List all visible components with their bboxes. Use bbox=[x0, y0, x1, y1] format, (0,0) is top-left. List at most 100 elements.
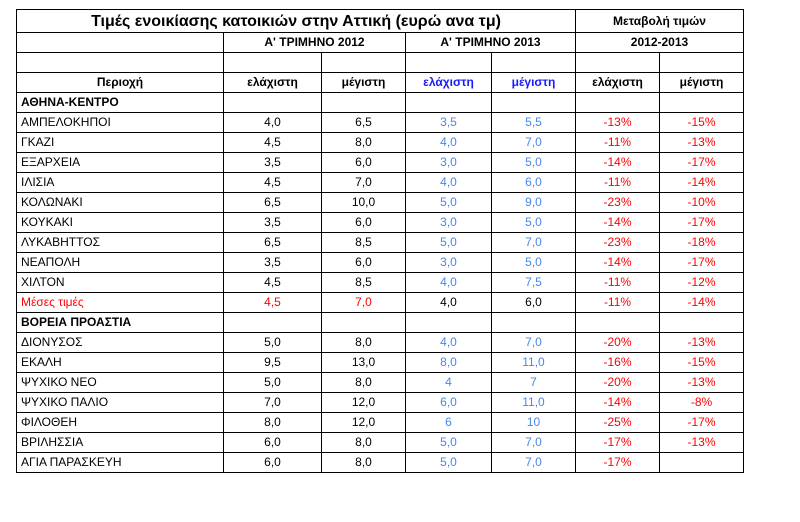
table-row: ΑΓΙΑ ΠΑΡΑΣΚΕΥΗ 6,0 8,0 5,0 7,0 -17% bbox=[16, 452, 744, 473]
min-change-cell: -16% bbox=[575, 352, 660, 373]
table-row: ΨΥΧΙΚΟ ΝΕΟ 5,0 8,0 4 7 -20% -13% bbox=[16, 372, 744, 393]
max-change-cell: -14% bbox=[659, 292, 744, 313]
max-2013-cell: 5,0 bbox=[491, 252, 576, 273]
section-title: ΑΘΗΝΑ-ΚΕΝΤΡΟ bbox=[16, 92, 224, 113]
min-change-cell: -20% bbox=[575, 372, 660, 393]
max-2013-cell: 11,0 bbox=[491, 352, 576, 373]
max-2012-cell: 8,0 bbox=[321, 332, 406, 353]
max-2013-header: μέγιστη bbox=[491, 72, 576, 93]
area-cell: Μέσες τιμές bbox=[16, 292, 224, 313]
max-2013-cell: 7,0 bbox=[491, 452, 576, 473]
min-2012-cell: 6,0 bbox=[223, 452, 322, 473]
area-cell: ΕΞΑΡΧΕΙΑ bbox=[16, 152, 224, 173]
min-change-cell: -23% bbox=[575, 232, 660, 253]
empty-row bbox=[16, 52, 744, 73]
max-change-cell: -15% bbox=[659, 112, 744, 133]
blank-cell bbox=[405, 52, 492, 73]
min-2013-cell: 4,0 bbox=[405, 332, 492, 353]
min-change-cell: -14% bbox=[575, 212, 660, 233]
table-title: Τιμές ενοικίασης κατοικιών στην Αττική (… bbox=[16, 9, 576, 33]
max-2013-cell: 6,0 bbox=[491, 292, 576, 313]
area-cell: ΙΛΙΣΙΑ bbox=[16, 172, 224, 193]
title-row: Τιμές ενοικίασης κατοικιών στην Αττική (… bbox=[16, 9, 744, 33]
max-change-cell: -15% bbox=[659, 352, 744, 373]
min-2013-cell: 3,0 bbox=[405, 152, 492, 173]
rental-prices-table: Τιμές ενοικίασης κατοικιών στην Αττική (… bbox=[16, 9, 744, 473]
min-2012-cell: 4,5 bbox=[223, 132, 322, 153]
max-change-cell: -12% bbox=[659, 272, 744, 293]
max-2012-cell: 6,0 bbox=[321, 152, 406, 173]
table-row: ΑΜΠΕΛΟΚΗΠΟΙ 4,0 6,5 3,5 5,5 -13% -15% bbox=[16, 112, 744, 133]
min-change-cell: -14% bbox=[575, 392, 660, 413]
max-change-cell: -10% bbox=[659, 192, 744, 213]
max-2012-cell: 8,0 bbox=[321, 372, 406, 393]
table-row: ΨΥΧΙΚΟ ΠΑΛΙΟ 7,0 12,0 6,0 11,0 -14% -8% bbox=[16, 392, 744, 413]
max-change-cell: -13% bbox=[659, 332, 744, 353]
max-2012-cell: 8,0 bbox=[321, 432, 406, 453]
section-row: ΒΟΡΕΙΑ ΠΡΟΑΣΤΙΑ bbox=[16, 312, 744, 333]
max-change-cell: -14% bbox=[659, 172, 744, 193]
min-2013-cell: 3,0 bbox=[405, 252, 492, 273]
max-2012-cell: 6,0 bbox=[321, 252, 406, 273]
min-change-header: ελάχιστη bbox=[575, 72, 660, 93]
section-row: ΑΘΗΝΑ-ΚΕΝΤΡΟ bbox=[16, 92, 744, 113]
max-2012-cell: 13,0 bbox=[321, 352, 406, 373]
min-2013-cell: 4,0 bbox=[405, 292, 492, 313]
min-2013-cell: 5,0 bbox=[405, 432, 492, 453]
area-cell: ΦΙΛΟΘΕΗ bbox=[16, 412, 224, 433]
change-period-header: 2012-2013 bbox=[575, 32, 744, 53]
min-2013-cell: 8,0 bbox=[405, 352, 492, 373]
max-2012-header: μέγιστη bbox=[321, 72, 406, 93]
table-row: ΚΟΛΩΝΑΚΙ 6,5 10,0 5,0 9,0 -23% -10% bbox=[16, 192, 744, 213]
max-2012-cell: 7,0 bbox=[321, 292, 406, 313]
max-2013-cell: 9,0 bbox=[491, 192, 576, 213]
blank-cell bbox=[659, 312, 744, 333]
area-cell: ΨΥΧΙΚΟ ΝΕΟ bbox=[16, 372, 224, 393]
min-2012-cell: 6,5 bbox=[223, 232, 322, 253]
area-cell: ΚΟΛΩΝΑΚΙ bbox=[16, 192, 224, 213]
area-cell: ΕΚΑΛΗ bbox=[16, 352, 224, 373]
area-cell: ΝΕΑΠΟΛΗ bbox=[16, 252, 224, 273]
max-2012-cell: 10,0 bbox=[321, 192, 406, 213]
min-2012-cell: 8,0 bbox=[223, 412, 322, 433]
max-2013-cell: 7,0 bbox=[491, 232, 576, 253]
max-2012-cell: 6,0 bbox=[321, 212, 406, 233]
table-row: ΕΚΑΛΗ 9,5 13,0 8,0 11,0 -16% -15% bbox=[16, 352, 744, 373]
blank-cell bbox=[575, 92, 660, 113]
min-2012-cell: 9,5 bbox=[223, 352, 322, 373]
column-header-row: Περιοχή ελάχιστη μέγιστη ελάχιστη μέγιστ… bbox=[16, 72, 744, 93]
max-2012-cell: 8,5 bbox=[321, 272, 406, 293]
blank-cell bbox=[223, 92, 322, 113]
max-2012-cell: 8,0 bbox=[321, 452, 406, 473]
min-2012-cell: 4,5 bbox=[223, 292, 322, 313]
min-2013-cell: 6,0 bbox=[405, 392, 492, 413]
min-change-cell: -11% bbox=[575, 272, 660, 293]
table-row: ΚΟΥΚΑΚΙ 3,5 6,0 3,0 5,0 -14% -17% bbox=[16, 212, 744, 233]
table-row: ΔΙΟΝΥΣΟΣ 5,0 8,0 4,0 7,0 -20% -13% bbox=[16, 332, 744, 353]
max-change-cell bbox=[659, 452, 744, 473]
max-change-cell: -18% bbox=[659, 232, 744, 253]
section-title: ΒΟΡΕΙΑ ΠΡΟΑΣΤΙΑ bbox=[16, 312, 224, 333]
min-change-cell: -11% bbox=[575, 172, 660, 193]
min-change-cell: -14% bbox=[575, 152, 660, 173]
max-2012-cell: 7,0 bbox=[321, 172, 406, 193]
min-2012-cell: 3,5 bbox=[223, 152, 322, 173]
q1-2012-header: Α' ΤΡΙΜΗΝΟ 2012 bbox=[223, 32, 406, 53]
min-2013-cell: 4 bbox=[405, 372, 492, 393]
min-change-cell: -17% bbox=[575, 432, 660, 453]
max-2013-cell: 5,0 bbox=[491, 212, 576, 233]
table-row: ΙΛΙΣΙΑ 4,5 7,0 4,0 6,0 -11% -14% bbox=[16, 172, 744, 193]
blank-cell bbox=[575, 312, 660, 333]
area-cell: ΑΜΠΕΛΟΚΗΠΟΙ bbox=[16, 112, 224, 133]
area-cell: ΧΙΛΤΟΝ bbox=[16, 272, 224, 293]
max-change-cell: -13% bbox=[659, 372, 744, 393]
min-2012-cell: 3,5 bbox=[223, 252, 322, 273]
blank-cell bbox=[223, 52, 322, 73]
min-change-cell: -20% bbox=[575, 332, 660, 353]
max-change-cell: -17% bbox=[659, 152, 744, 173]
average-row: Μέσες τιμές 4,5 7,0 4,0 6,0 -11% -14% bbox=[16, 292, 744, 313]
area-cell: ΒΡΙΛΗΣΣΙΑ bbox=[16, 432, 224, 453]
max-change-cell: -13% bbox=[659, 432, 744, 453]
area-cell: ΑΓΙΑ ΠΑΡΑΣΚΕΥΗ bbox=[16, 452, 224, 473]
blank-cell bbox=[16, 52, 224, 73]
